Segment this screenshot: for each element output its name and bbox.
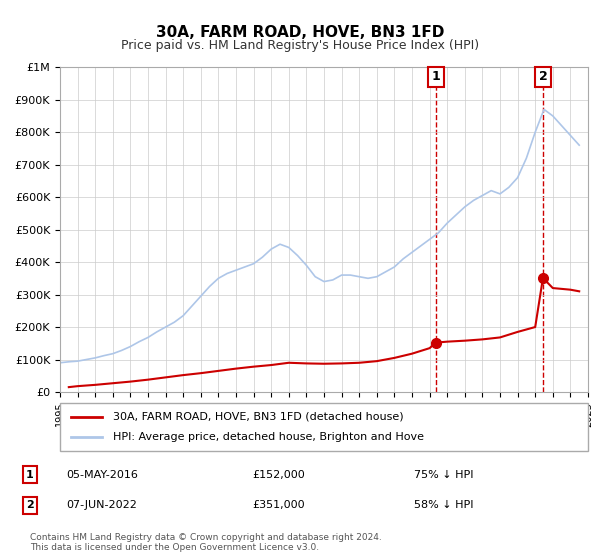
Text: Price paid vs. HM Land Registry's House Price Index (HPI): Price paid vs. HM Land Registry's House … — [121, 39, 479, 52]
Text: 58% ↓ HPI: 58% ↓ HPI — [414, 501, 474, 510]
Text: 05-MAY-2016: 05-MAY-2016 — [66, 470, 137, 479]
Text: This data is licensed under the Open Government Licence v3.0.: This data is licensed under the Open Gov… — [30, 543, 319, 552]
FancyBboxPatch shape — [60, 403, 588, 451]
Text: 2: 2 — [26, 501, 34, 510]
Text: £351,000: £351,000 — [252, 501, 305, 510]
Text: 2: 2 — [539, 71, 547, 83]
Text: 30A, FARM ROAD, HOVE, BN3 1FD (detached house): 30A, FARM ROAD, HOVE, BN3 1FD (detached … — [113, 412, 403, 422]
Text: 75% ↓ HPI: 75% ↓ HPI — [414, 470, 474, 479]
Text: 1: 1 — [26, 470, 34, 479]
Text: 1: 1 — [431, 71, 440, 83]
Text: 30A, FARM ROAD, HOVE, BN3 1FD: 30A, FARM ROAD, HOVE, BN3 1FD — [156, 25, 444, 40]
Text: £152,000: £152,000 — [252, 470, 305, 479]
Text: Contains HM Land Registry data © Crown copyright and database right 2024.: Contains HM Land Registry data © Crown c… — [30, 533, 382, 542]
Text: 07-JUN-2022: 07-JUN-2022 — [67, 501, 137, 510]
Text: HPI: Average price, detached house, Brighton and Hove: HPI: Average price, detached house, Brig… — [113, 432, 424, 442]
